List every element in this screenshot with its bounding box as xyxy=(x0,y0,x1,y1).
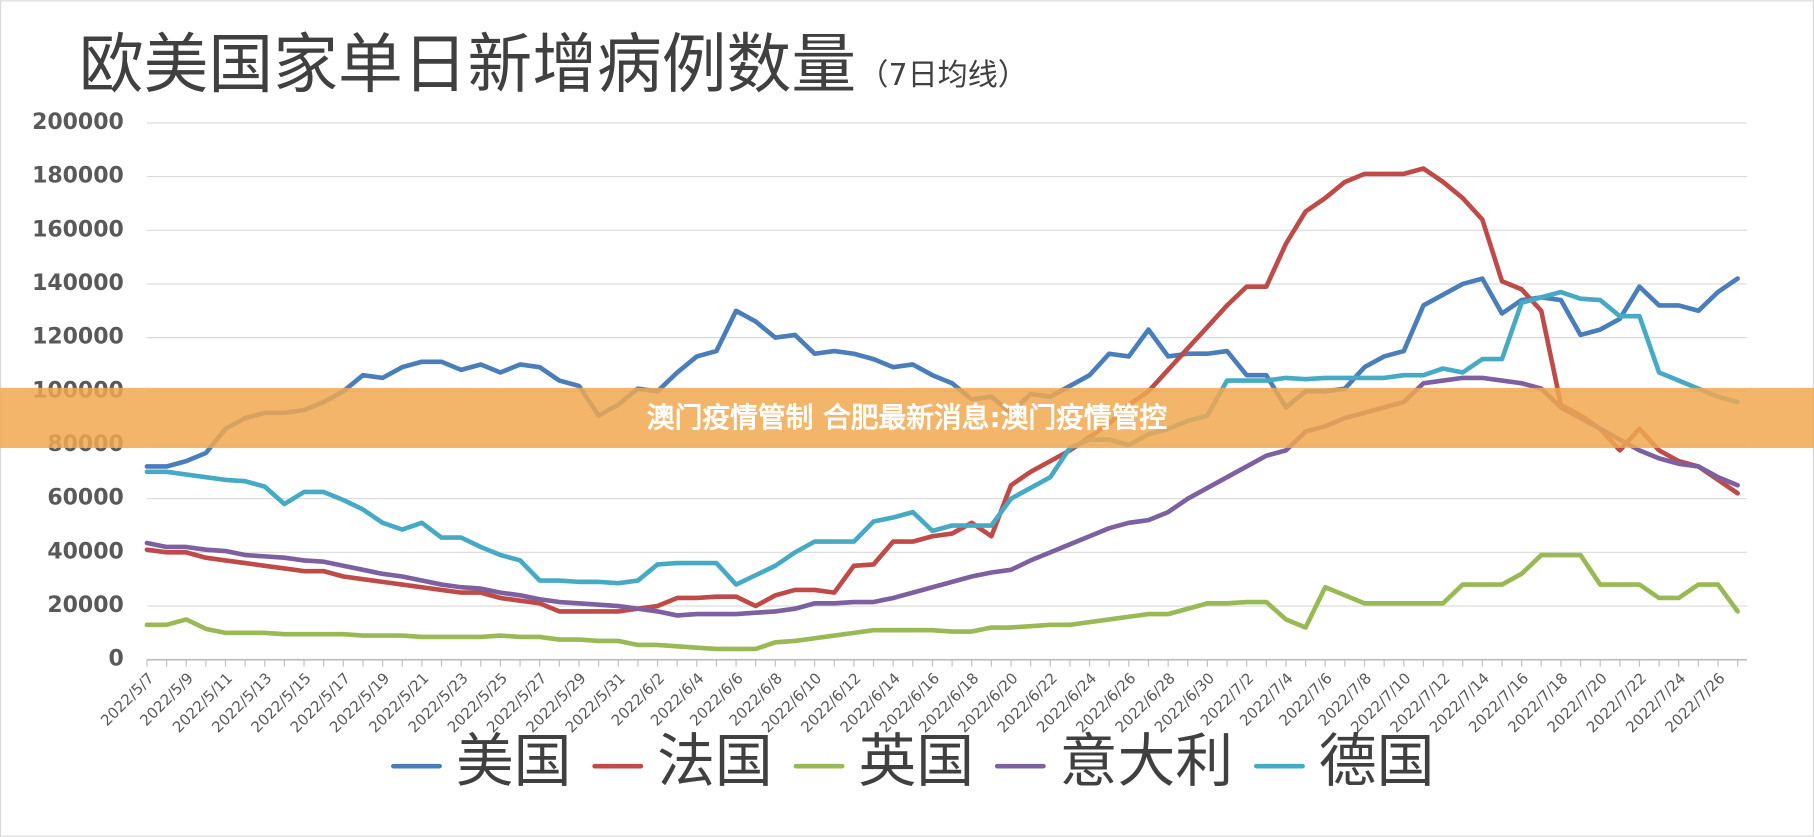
series-line xyxy=(144,276,1740,469)
y-tick-label: 180000 xyxy=(32,164,124,189)
series-line xyxy=(144,552,1740,652)
y-tick-label: 40000 xyxy=(47,539,123,564)
y-tick-label: 0 xyxy=(108,647,123,672)
series-line xyxy=(144,166,1740,614)
y-tick-label: 120000 xyxy=(32,325,124,350)
series-line xyxy=(144,289,1740,587)
legend: 美国 法国 英国 意大利 德国 xyxy=(391,727,1435,795)
legend-label: 意大利 xyxy=(1060,727,1234,795)
banner xyxy=(0,387,1814,449)
y-tick-label: 60000 xyxy=(47,486,123,511)
series-line xyxy=(144,375,1740,618)
chart-subtitle: （7日均线） xyxy=(858,58,1027,93)
legend-label: 美国 xyxy=(456,727,572,795)
banner-text: 澳门疫情管制 合肥最新消息:澳门疫情管控 xyxy=(647,401,1168,434)
y-tick-label: 160000 xyxy=(32,217,124,242)
legend-label: 英国 xyxy=(858,727,974,795)
legend-label: 法国 xyxy=(657,727,773,795)
y-tick-label: 200000 xyxy=(32,110,124,135)
legend-label: 德国 xyxy=(1319,727,1435,795)
y-tick-label: 140000 xyxy=(32,271,124,296)
y-tick-label: 20000 xyxy=(47,593,123,618)
chart-title: 欧美国家单日新增病例数量 xyxy=(79,28,856,103)
